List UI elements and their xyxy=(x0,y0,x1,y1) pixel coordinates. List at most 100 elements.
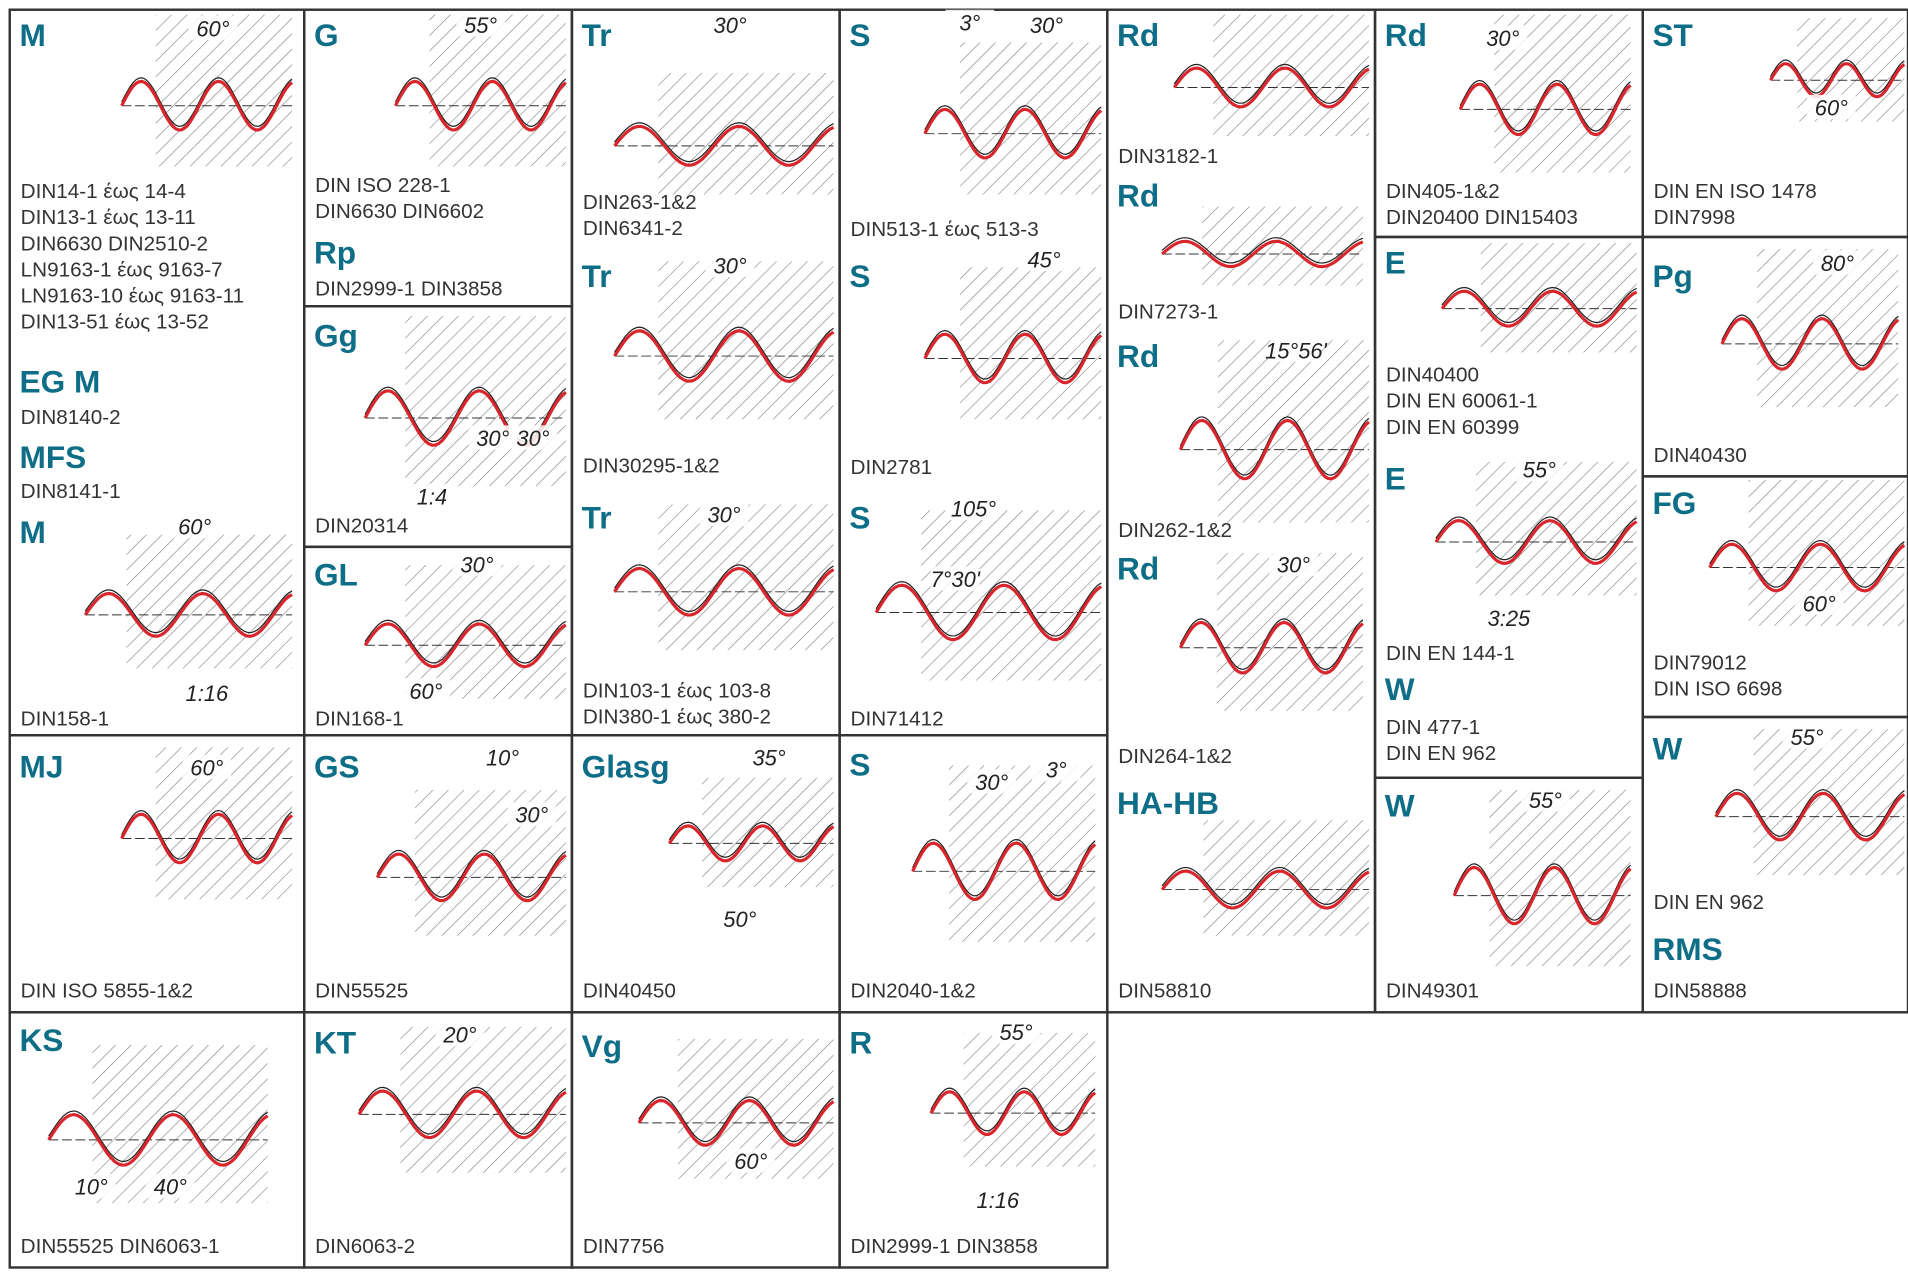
angle-label: 3° xyxy=(959,10,980,35)
standard: DIN262-1&2 xyxy=(1118,519,1232,542)
hatch-area xyxy=(964,1033,1095,1167)
angle-label: 7°30' xyxy=(930,567,980,592)
standard: DIN264-1&2 xyxy=(1118,745,1232,768)
angle-label: 60° xyxy=(1815,95,1848,120)
hatch-area xyxy=(921,510,1101,680)
standard: DIN6063-2 xyxy=(315,1235,415,1258)
standard: DIN55525 DIN6063-1 xyxy=(21,1235,220,1258)
standard: DIN40430 xyxy=(1654,444,1747,467)
hatch-area xyxy=(1753,729,1904,875)
standard: DIN263-1&2 xyxy=(583,191,697,214)
standard: DIN168-1 xyxy=(315,708,403,731)
angle-label: 55° xyxy=(1523,458,1556,483)
hatch-area xyxy=(1203,820,1368,935)
thread-code: W xyxy=(1385,671,1415,707)
hatch-area xyxy=(1476,462,1637,596)
angle-label: 35° xyxy=(752,746,785,771)
angle-label: 45° xyxy=(1027,247,1060,272)
thread-code: EG M xyxy=(19,364,100,400)
angle-label: 50° xyxy=(723,907,756,932)
thread-code: KS xyxy=(19,1022,63,1058)
angle-label: 30° xyxy=(714,13,747,38)
angle-label: 1:4 xyxy=(417,484,447,509)
hatch-area xyxy=(1489,790,1630,966)
angle-label: 30° xyxy=(1486,26,1519,51)
angle-label: 60° xyxy=(1803,591,1836,616)
standard: LN9163-10 έως 9163-11 xyxy=(21,285,244,308)
hatch-area xyxy=(1202,207,1363,286)
angle-label: 30° xyxy=(515,803,548,828)
standard: DIN ISO 5855-1&2 xyxy=(21,980,193,1003)
thread-code: Rd xyxy=(1117,178,1159,214)
thread-code: E xyxy=(1385,244,1406,280)
thread-code: S xyxy=(849,500,870,536)
thread-code: Tr xyxy=(582,258,612,294)
standard: DIN2040-1&2 xyxy=(851,980,976,1003)
hatch-area xyxy=(658,504,833,650)
thread-code: G xyxy=(314,17,339,53)
thread-code: Tr xyxy=(582,17,612,53)
page: MDIN14-1 έως 14-4DIN13-1 έως 13-11DIN663… xyxy=(0,0,1908,1276)
standard: LN9163-1 έως 9163-7 xyxy=(21,258,223,281)
thread-code: W xyxy=(1652,731,1682,767)
hatch-area xyxy=(658,73,833,195)
thread-code: Rp xyxy=(314,235,356,271)
standard: DIN2781 xyxy=(851,456,933,479)
angle-label: 30° xyxy=(1277,552,1310,577)
thread-code: Vg xyxy=(582,1028,622,1064)
standard: DIN55525 xyxy=(315,980,408,1003)
hatch-area xyxy=(1213,15,1369,137)
hatch-area xyxy=(400,1027,565,1173)
angle-label: 30° xyxy=(460,552,493,577)
thread-code: GL xyxy=(314,557,358,593)
angle-label: 30° xyxy=(975,770,1008,795)
thread-code: HA-HB xyxy=(1117,785,1219,821)
angle-label: 30° xyxy=(1030,13,1063,38)
angle-label: 3:25 xyxy=(1488,606,1531,631)
standard: DIN58810 xyxy=(1118,980,1211,1003)
angle-label: 55° xyxy=(1000,1020,1033,1045)
standard: DIN13-1 έως 13-11 xyxy=(21,206,196,229)
thread-code: Rd xyxy=(1385,17,1427,53)
standard: DIN8141-1 xyxy=(21,480,121,503)
angle-label: 60° xyxy=(178,515,211,540)
angle-label: 60° xyxy=(190,755,223,780)
standard: DIN71412 xyxy=(851,708,944,731)
standard: DIN EN 962 xyxy=(1386,742,1496,765)
thread-code: S xyxy=(849,746,870,782)
standard: DIN EN 60061-1 xyxy=(1386,390,1538,413)
angle-label: 60° xyxy=(196,16,229,41)
standard: DIN ISO 228-1 xyxy=(315,174,451,197)
angle-label: 20° xyxy=(442,1023,476,1048)
thread-code: Rd xyxy=(1117,17,1159,53)
thread-code: FG xyxy=(1652,485,1696,521)
standard: DIN14-1 έως 14-4 xyxy=(21,180,186,203)
standard: DIN49301 xyxy=(1386,980,1479,1003)
hatch-area xyxy=(1481,243,1637,352)
hatch-area xyxy=(1218,340,1369,522)
thread-code: M xyxy=(19,514,45,550)
standard: DIN7998 xyxy=(1654,206,1736,229)
angle-label: 10° xyxy=(486,746,519,771)
hatch-area xyxy=(960,43,1101,195)
thread-code: KT xyxy=(314,1025,356,1061)
angle-label: 15°56' xyxy=(1265,339,1327,364)
angle-label: 10° xyxy=(75,1175,108,1200)
angle-label: 3° xyxy=(1046,758,1067,783)
thread-code: Tr xyxy=(582,500,612,536)
thread-code: S xyxy=(849,258,870,294)
standard: DIN2999-1 DIN3858 xyxy=(851,1235,1038,1258)
hatch-area xyxy=(960,267,1101,419)
hatch-area xyxy=(127,535,292,669)
standard: DIN40450 xyxy=(583,980,676,1003)
hatch-area xyxy=(405,316,566,486)
angle-label: 30° xyxy=(707,503,740,528)
standard: DIN3182-1 xyxy=(1118,145,1218,168)
thread-code: Rd xyxy=(1117,551,1159,587)
standard: DIN7273-1 xyxy=(1118,300,1218,323)
thread-code: S xyxy=(849,17,870,53)
standard: DIN EN 144-1 xyxy=(1386,642,1515,665)
standard: DIN513-1 έως 513-3 xyxy=(851,218,1039,241)
standard: DIN13-51 έως 13-52 xyxy=(21,311,209,334)
thread-code: MJ xyxy=(19,749,63,785)
